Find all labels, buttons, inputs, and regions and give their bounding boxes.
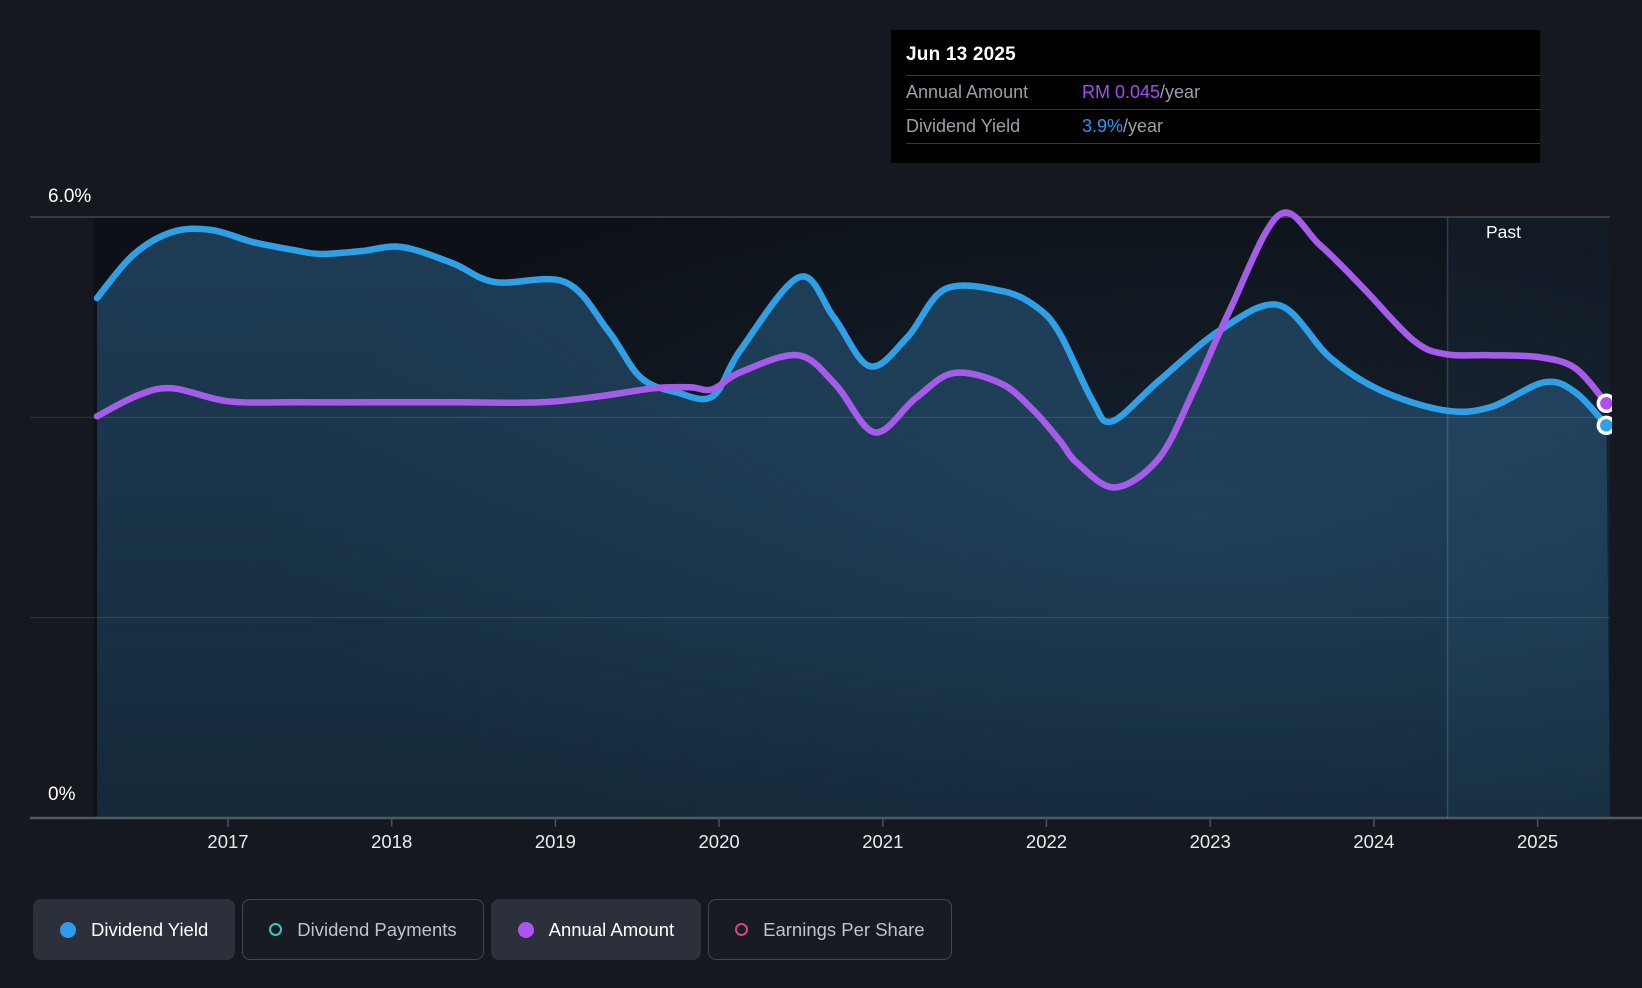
- dividend-yield-dot-icon: [60, 921, 76, 938]
- x-tick-label: 2021: [862, 831, 903, 852]
- legend-toggle-dividend-yield[interactable]: Dividend Yield: [33, 899, 236, 960]
- tooltip-label: Dividend Yield: [906, 116, 1021, 136]
- tooltip-label: Annual Amount: [906, 82, 1029, 102]
- tooltip-date: Jun 13 2025: [906, 44, 1016, 65]
- annual-amount-dot-icon: [517, 921, 534, 938]
- legend-toggle-earnings-per-share[interactable]: Earnings Per Share: [708, 899, 952, 960]
- x-tick-label: 2022: [1026, 831, 1067, 852]
- x-tick-label: 2023: [1190, 831, 1231, 852]
- chart-tooltip: Jun 13 2025 Annual Amount RM 0.045 /year…: [891, 30, 1540, 163]
- tooltip-suffix: /year: [1160, 82, 1201, 102]
- tooltip-bottom-rule: [906, 143, 1540, 160]
- legend-toggle-annual-amount[interactable]: Annual Amount: [490, 899, 702, 960]
- x-tick-label: 2019: [535, 831, 576, 852]
- plot-glow: [94, 216, 1610, 819]
- x-tick-label: 2025: [1517, 831, 1558, 852]
- dividend-yield-end-marker: [1596, 415, 1612, 436]
- x-tick-label: 2020: [699, 831, 740, 852]
- tooltip-row-dividend-yield: Dividend Yield 3.9% /year: [906, 109, 1540, 143]
- annual-amount-line[interactable]: [93, 209, 1610, 491]
- x-tick-label: 2017: [207, 831, 248, 852]
- tooltip-value-annual-amount: RM 0.045: [1082, 82, 1161, 102]
- dividend-payments-ring-icon: [269, 923, 283, 936]
- legend-label: Dividend Yield: [91, 918, 209, 940]
- tooltip-value-dividend-yield: 3.9%: [1082, 116, 1124, 136]
- legend-label: Dividend Payments: [297, 918, 457, 940]
- legend-label: Earnings Per Share: [763, 918, 925, 940]
- legend-toggle-dividend-payments[interactable]: Dividend Payments: [242, 899, 484, 960]
- earnings-per-share-ring-icon: [735, 923, 749, 936]
- chart-legend: Dividend Yield Dividend Payments Annual …: [33, 899, 952, 960]
- x-tick-label: 2024: [1353, 831, 1394, 852]
- annual-amount-end-marker: [1596, 393, 1612, 414]
- legend-label: Annual Amount: [548, 918, 675, 940]
- past-region-overlay: [1447, 216, 1610, 819]
- dividend-yield-line[interactable]: [93, 225, 1610, 429]
- x-tick-label: 2018: [371, 831, 412, 852]
- y-label-bottom: 0%: [48, 784, 76, 805]
- y-label-top: 6.0%: [48, 186, 91, 207]
- tooltip-suffix: /year: [1123, 116, 1164, 136]
- tooltip-row-annual-amount: Annual Amount RM 0.045 /year: [906, 75, 1540, 109]
- past-label: Past: [1486, 222, 1521, 242]
